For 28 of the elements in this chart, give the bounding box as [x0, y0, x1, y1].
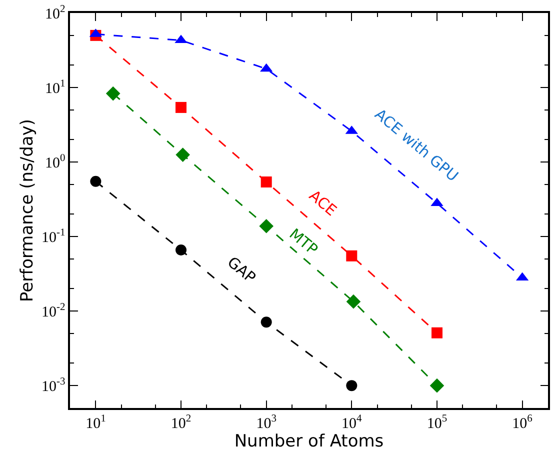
x-tick-label: 10$^{1}$ — [86, 413, 106, 432]
point — [90, 176, 102, 187]
y-axis-title: Performance (ns/day) — [18, 118, 38, 302]
point — [431, 327, 442, 338]
y-tick-label: 10$^{1}$ — [45, 78, 66, 97]
x-tick-label: 10$^{6}$ — [512, 413, 532, 432]
x-tick-label: 10$^{3}$ — [256, 413, 276, 432]
x-tick-label: 10$^{4}$ — [342, 413, 363, 432]
x-axis-title: Number of Atoms — [234, 432, 384, 452]
text: ACE with GPU — [371, 105, 462, 186]
point — [260, 176, 272, 188]
y-tick-label: 10$^{-2}$ — [42, 302, 66, 320]
point — [176, 244, 187, 256]
y-tick-label: 10$^{-3}$ — [42, 376, 66, 395]
point — [430, 378, 444, 393]
text: GAP — [224, 253, 260, 287]
point — [259, 218, 274, 234]
point — [176, 102, 187, 113]
point — [346, 380, 358, 392]
point — [346, 250, 358, 262]
y-tick-label: 10$^{2}$ — [45, 4, 66, 22]
x-tick-label: 10$^{2}$ — [170, 413, 192, 432]
text: MTP — [286, 224, 322, 259]
y-tick-label: 10$^{0}$ — [45, 152, 66, 172]
x-tick-label: 10$^{5}$ — [426, 413, 448, 432]
y-tick-label: 10$^{-1}$ — [42, 227, 66, 246]
text: ACE — [306, 186, 340, 220]
point — [260, 316, 272, 328]
